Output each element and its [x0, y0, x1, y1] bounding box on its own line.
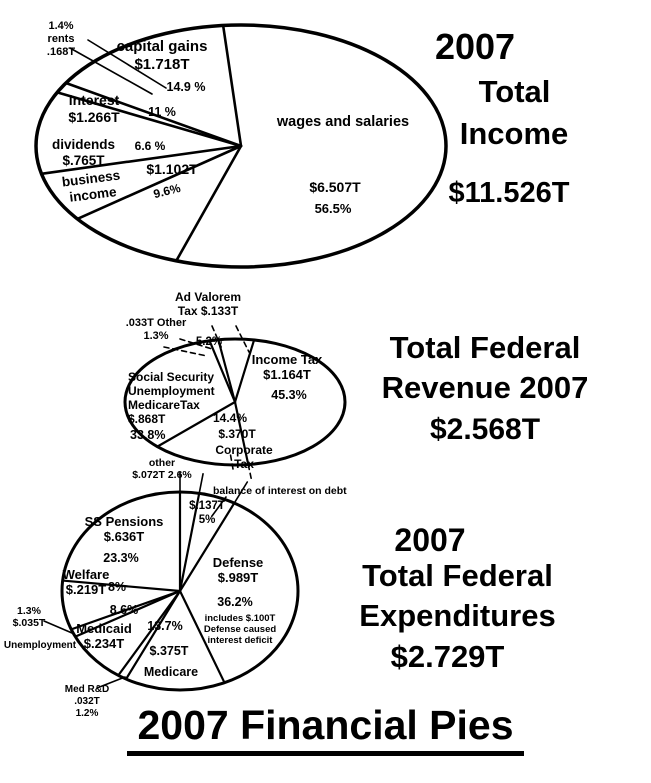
med-rd-label: Med R&D .032T 1.2% [64, 684, 110, 719]
income-title-line2: Income [459, 116, 569, 151]
expenditures-other-label: other $.072T 2.6% [132, 457, 192, 482]
ss-tax-pct: 33.8% [130, 428, 166, 442]
figure-footer: 2007 Financial Pies [0, 702, 651, 757]
expenditures-title-line1: Total Federal [362, 558, 553, 593]
expenditures-title-year: 2007 [394, 522, 466, 558]
corporate-tax-value: $.370T [218, 427, 256, 441]
interest-label: interest $1.266T [68, 92, 120, 125]
interest-pct: 11 % [148, 105, 176, 119]
medicaid-label: Medicaid $.234T [76, 621, 132, 652]
expenditures-title-line2: Expenditures [359, 598, 556, 633]
income-tax-pct: 45.3% [271, 388, 307, 402]
income-title-year: 2007 [434, 26, 516, 67]
unemployment-label: Unemployment [3, 640, 77, 651]
dividends-pct: 6.6 % [134, 139, 166, 153]
medicare-value: $.375T [149, 644, 189, 658]
defense-label: Defense $.989T [212, 555, 264, 586]
ad-valorem-pct: 5.2% [195, 336, 223, 348]
dividends-label: dividends $.765T [51, 137, 115, 168]
unemployment-value: 1.3% $.035T [12, 605, 46, 630]
capital-gains-label: capital gains $1.718T [116, 38, 208, 73]
ad-valorem-label: Ad Valorem Tax $.133T [174, 290, 242, 319]
medicare-label: Medicare [143, 665, 199, 679]
balance-of-interest-label: balance of interest on debt [213, 485, 347, 497]
ss-tax-label: Social Security Unemployment MedicareTax… [128, 370, 215, 427]
income-tax-label: Income Tax $1.164T [251, 352, 323, 383]
wages-value: $6.507T [309, 179, 361, 195]
corporate-tax-pct: 14.4% [212, 411, 248, 425]
expenditures-total: $2.729T [390, 639, 505, 674]
rents-label: 1.4% rents .168T [46, 20, 76, 58]
figure-title: 2007 Financial Pies [127, 702, 524, 757]
pie-chart-2 [123, 337, 347, 483]
revenue-total: $2.568T [429, 413, 541, 446]
welfare-label: Welfare $.219T [62, 567, 110, 598]
business-income-value: $1.102T [146, 161, 198, 177]
corporate-tax-label: Corporate Tax [215, 443, 273, 472]
pie-chart-3 [60, 471, 300, 692]
medicaid-pct: 8.6% [109, 603, 139, 617]
revenue-title-line2: Revenue 2007 [381, 370, 589, 405]
capital-gains-pct: 14.9 % [166, 80, 206, 94]
wages-label: wages and salaries [276, 114, 410, 130]
pie-chart-1 [34, 23, 448, 269]
wages-pct: 56.5% [314, 201, 352, 216]
medicare-pct: 13.7% [147, 619, 183, 633]
ss-pensions-pct: 23.3% [103, 551, 139, 565]
ss-pensions-label: SS Pensions $.636T [84, 514, 164, 545]
income-total: $11.526T [448, 177, 570, 209]
defense-pct: 36.2% [217, 595, 253, 609]
defense-note: includes $.100T Defense caused interest … [203, 613, 277, 647]
welfare-pct: 8% [107, 580, 127, 594]
balance-of-interest-value: $.137T 5% [189, 500, 225, 526]
income-title-line1: Total [478, 74, 551, 109]
revenue-other-label: .033T Other 1.3% [125, 317, 187, 342]
revenue-title-line1: Total Federal [389, 330, 581, 365]
